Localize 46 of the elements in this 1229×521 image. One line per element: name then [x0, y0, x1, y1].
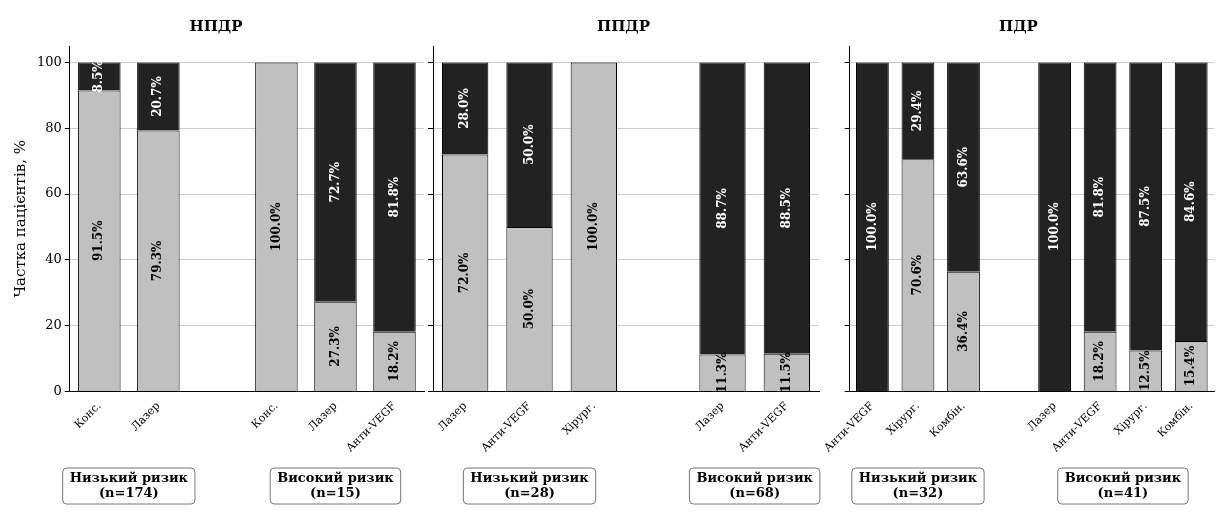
y-tick-label: 40: [45, 251, 62, 267]
data-label: 88.7%: [714, 187, 729, 229]
data-label: 11.5%: [778, 351, 793, 393]
y-axis-title: Частка пацієнтів, %: [10, 140, 29, 298]
data-label: 100.0%: [268, 201, 283, 252]
data-label: 100.0%: [864, 201, 879, 252]
data-label: 28.0%: [457, 87, 472, 129]
text: Високий ризик (n=68): [696, 469, 814, 500]
data-label: 79.3%: [150, 239, 165, 282]
data-label: 91.5%: [91, 219, 106, 262]
chart-title: ППДР: [597, 16, 650, 35]
data-label: 81.8%: [386, 176, 401, 218]
data-label: 8.5%: [91, 59, 106, 93]
text: Високий ризик (n=15): [277, 469, 395, 500]
data-label: 84.6%: [1183, 180, 1198, 222]
data-label: 27.3%: [327, 325, 342, 367]
y-tick-label: 60: [45, 185, 62, 201]
y-tick-label: 0: [53, 382, 62, 398]
data-label: 70.6%: [910, 254, 925, 296]
data-label: 72.7%: [327, 161, 342, 203]
data-label: 87.5%: [1137, 185, 1152, 227]
data-label: 12.5%: [1137, 349, 1152, 392]
data-label: 50.0%: [521, 123, 536, 166]
y-tick-label: 100: [36, 53, 62, 69]
text: Низький ризик (n=28): [470, 469, 590, 500]
chart-title: НПДР: [189, 16, 243, 35]
text: Низький ризик (n=174): [69, 469, 189, 500]
chart-title: ПДР: [999, 16, 1038, 35]
data-label: 63.6%: [955, 146, 970, 188]
data-label: 81.8%: [1092, 176, 1107, 218]
data-label: 100.0%: [1046, 201, 1061, 252]
data-label: 11.3%: [714, 351, 729, 394]
data-label: 36.4%: [955, 310, 970, 352]
data-label: 20.7%: [150, 75, 165, 117]
y-tick-label: 20: [45, 317, 62, 333]
data-label: 50.0%: [521, 288, 536, 330]
data-label: 100.0%: [585, 201, 600, 252]
data-label: 88.5%: [778, 187, 793, 229]
data-label: 72.0%: [457, 251, 472, 294]
data-label: 15.4%: [1183, 345, 1198, 387]
data-label: 18.2%: [1092, 340, 1107, 382]
text: Високий ризик (n=41): [1064, 469, 1182, 500]
y-tick-label: 80: [45, 119, 62, 135]
data-label: 29.4%: [910, 89, 925, 132]
data-label: 18.2%: [386, 340, 401, 382]
text: Низький ризик (n=32): [858, 469, 978, 500]
